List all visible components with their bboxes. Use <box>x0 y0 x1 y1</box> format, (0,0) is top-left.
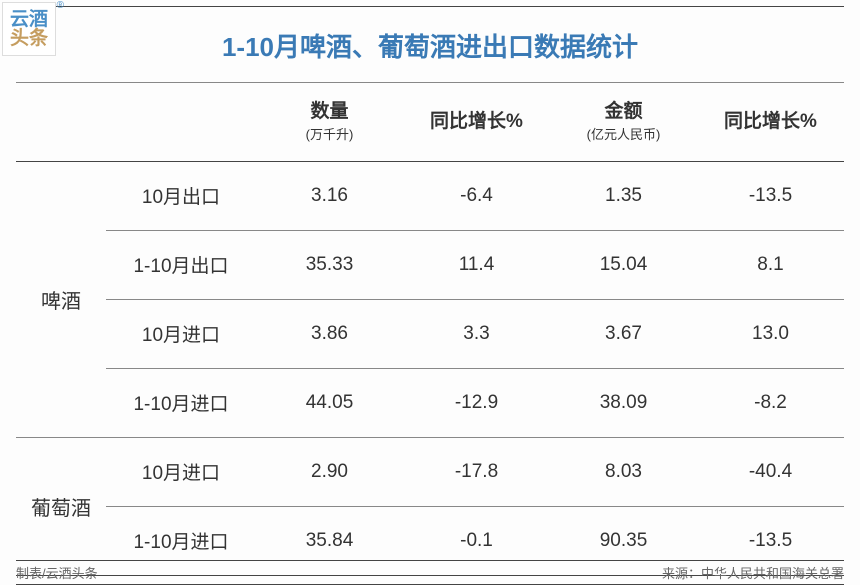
period-cell: 10月出口 <box>106 182 256 209</box>
table-row: 10月出口3.16-6.41.35-13.5 <box>106 162 844 230</box>
amt-yoy-cell: -13.5 <box>697 185 844 207</box>
header-amt-unit: (亿元人民币) <box>550 124 697 143</box>
amt-cell: 3.67 <box>550 323 697 345</box>
qty-cell: 3.16 <box>256 185 403 207</box>
qty-cell: 3.86 <box>256 323 403 345</box>
amt-cell: 8.03 <box>550 461 697 483</box>
category-label: 葡萄酒 <box>16 438 106 575</box>
qty-cell: 2.90 <box>256 461 403 483</box>
amt-yoy-cell: -8.2 <box>697 392 844 414</box>
header-qty-label: 数量 <box>256 101 403 124</box>
period-cell: 1-10月进口 <box>106 389 256 416</box>
group-body: 10月进口2.90-17.88.03-40.4 1-10月进口35.84-0.19… <box>106 438 844 575</box>
qty-cell: 44.05 <box>256 392 403 414</box>
amt-cell: 15.04 <box>550 254 697 276</box>
logo-top-text: 云酒 <box>10 10 48 29</box>
amt-yoy-cell: -40.4 <box>697 461 844 483</box>
period-cell: 10月进口 <box>106 458 256 485</box>
footer-row: 制表/云酒头条 来源：中华人民共和国海关总署 <box>16 560 844 585</box>
qty-yoy-cell: 11.4 <box>403 254 550 276</box>
header-qty: 数量 (万千升) <box>256 83 403 161</box>
qty-yoy-cell: -6.4 <box>403 185 550 207</box>
category-label: 啤酒 <box>16 162 106 437</box>
qty-yoy-cell: -12.9 <box>403 392 550 414</box>
group-body: 10月出口3.16-6.41.35-13.51-10月出口35.3311.415… <box>106 162 844 437</box>
table-row: 10月进口2.90-17.88.03-40.4 <box>106 438 844 506</box>
table-row: 1-10月出口35.3311.415.048.1 <box>106 230 844 299</box>
logo-registered: ® <box>57 1 64 11</box>
amt-yoy-cell: 13.0 <box>697 323 844 345</box>
table-container: 1-10月啤酒、葡萄酒进出口数据统计 数量 (万千升) 同比增长% 金额 (亿元… <box>16 6 844 561</box>
header-amt-label: 金额 <box>550 101 697 124</box>
qty-yoy-cell: -17.8 <box>403 461 550 483</box>
header-amt: 金额 (亿元人民币) <box>550 83 697 161</box>
group: 葡萄酒10月进口2.90-17.88.03-40.4 1-10月进口35.84-0… <box>16 438 844 576</box>
header-qty-yoy: 同比增长% <box>403 93 550 152</box>
table-row: 10月进口3.863.33.6713.0 <box>106 299 844 368</box>
header-qty-unit: (万千升) <box>256 124 403 143</box>
period-cell: 1-10月进口 <box>106 527 256 554</box>
title-row: 1-10月啤酒、葡萄酒进出口数据统计 <box>16 6 844 83</box>
qty-cell: 35.33 <box>256 254 403 276</box>
logo-bottom-text: 头条 <box>10 29 48 48</box>
qty-cell: 35.84 <box>256 530 403 552</box>
period-cell: 1-10月出口 <box>106 251 256 278</box>
amt-cell: 90.35 <box>550 530 697 552</box>
brand-logo: 云酒 头条 ® <box>2 2 56 56</box>
qty-yoy-cell: -0.1 <box>403 530 550 552</box>
amt-yoy-cell: 8.1 <box>697 254 844 276</box>
qty-yoy-cell: 3.3 <box>403 323 550 345</box>
amt-yoy-cell: -13.5 <box>697 530 844 552</box>
period-cell: 10月进口 <box>106 320 256 347</box>
group: 啤酒10月出口3.16-6.41.35-13.51-10月出口35.3311.4… <box>16 162 844 438</box>
table-row: 1-10月进口44.05-12.938.09-8.2 <box>106 368 844 437</box>
footer-right: 来源：中华人民共和国海关总署 <box>662 563 844 582</box>
footer-left: 制表/云酒头条 <box>16 563 98 582</box>
header-amt-yoy: 同比增长% <box>697 93 844 152</box>
header-row: 数量 (万千升) 同比增长% 金额 (亿元人民币) 同比增长% <box>16 83 844 162</box>
amt-cell: 1.35 <box>550 185 697 207</box>
table-title: 1-10月啤酒、葡萄酒进出口数据统计 <box>222 32 638 62</box>
amt-cell: 38.09 <box>550 392 697 414</box>
